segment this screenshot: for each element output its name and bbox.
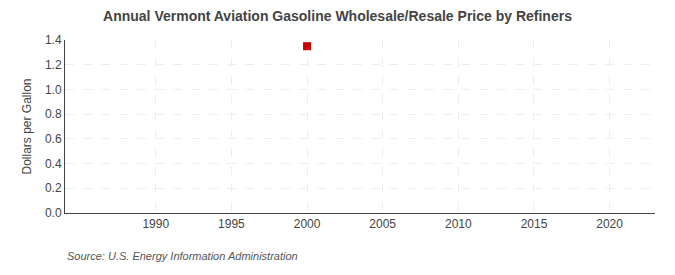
svg-text:1.4: 1.4: [45, 33, 62, 47]
svg-text:0.2: 0.2: [45, 181, 62, 195]
svg-text:0.6: 0.6: [45, 132, 62, 146]
svg-text:2015: 2015: [521, 217, 548, 231]
svg-text:1.0: 1.0: [45, 83, 62, 97]
svg-text:2000: 2000: [294, 217, 321, 231]
svg-text:Dollars per Gallon: Dollars per Gallon: [20, 78, 34, 174]
svg-text:2020: 2020: [596, 217, 623, 231]
svg-text:1995: 1995: [218, 217, 245, 231]
svg-text:1990: 1990: [142, 217, 169, 231]
svg-text:Annual Vermont Aviation Gasoli: Annual Vermont Aviation Gasoline Wholesa…: [103, 8, 572, 24]
svg-text:2010: 2010: [445, 217, 472, 231]
svg-text:0.0: 0.0: [45, 206, 62, 220]
svg-text:0.8: 0.8: [45, 107, 62, 121]
svg-text:Source: U.S. Energy Informatio: Source: U.S. Energy Information Administ…: [67, 250, 298, 262]
svg-text:2005: 2005: [369, 217, 396, 231]
svg-text:1.2: 1.2: [45, 58, 62, 72]
svg-text:0.4: 0.4: [45, 157, 62, 171]
